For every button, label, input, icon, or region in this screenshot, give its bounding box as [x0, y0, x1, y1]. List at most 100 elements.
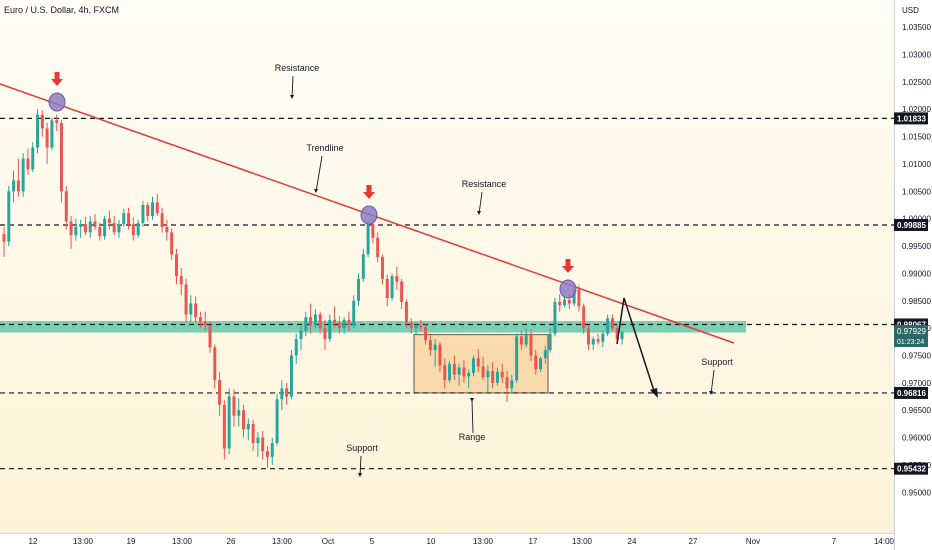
candle-body [582, 306, 586, 329]
candle [289, 350, 293, 400]
candle [610, 314, 614, 331]
candle-body [443, 365, 447, 381]
candle-body [261, 437, 265, 452]
candle-body [40, 114, 44, 129]
candle [313, 308, 317, 329]
candle [328, 314, 332, 342]
candle [131, 217, 135, 241]
candle [448, 360, 452, 383]
level-tag-text: 0.96816 [897, 389, 926, 398]
candle [107, 210, 111, 230]
candle [36, 109, 40, 154]
candle [438, 341, 442, 372]
candle [16, 158, 20, 197]
candle [495, 367, 499, 386]
candle-body [117, 224, 121, 233]
annotation-range-pointer-head [470, 398, 474, 402]
level-tag-background [894, 462, 928, 475]
candle-body [424, 327, 428, 341]
candle [170, 228, 174, 260]
annotation-resistance-upper-pointer [291, 75, 294, 99]
candle-body [357, 278, 360, 301]
level-tag-text: 0.95432 [897, 465, 926, 474]
candle-body [242, 410, 246, 430]
candle [294, 333, 298, 364]
candle-body [285, 388, 289, 397]
candle-body [342, 319, 346, 329]
candle-body [409, 322, 413, 329]
candle-body [79, 224, 83, 227]
symbol-title[interactable]: Euro / U.S. Dollar, 4h, FXCM [4, 5, 120, 15]
plot-background [0, 0, 894, 533]
candle-body [467, 373, 471, 377]
candle [74, 218, 78, 241]
projection-arrowhead [650, 388, 658, 398]
candle-body [275, 399, 279, 444]
candle [309, 303, 313, 334]
candle-body [7, 191, 11, 242]
candle-body [31, 147, 35, 170]
candle [380, 254, 384, 285]
candle [12, 170, 16, 203]
current-price-value: 0.97929 [897, 327, 926, 336]
price-tick-label: 0.96500 [902, 406, 931, 415]
candle [620, 330, 624, 345]
candle [98, 223, 102, 241]
candle-body [519, 336, 523, 345]
price-tick-label: 1.03000 [902, 51, 931, 60]
candle-body [170, 232, 174, 255]
candle [424, 323, 428, 345]
level-price-tag: 0.95432 [894, 462, 928, 475]
candle [347, 311, 351, 331]
candle [79, 219, 83, 238]
candle [198, 311, 202, 329]
candle [103, 215, 107, 240]
candle [361, 248, 365, 282]
price-tick-label: 1.00500 [902, 187, 931, 196]
annotation-support-right-pointer-head [709, 391, 713, 395]
candle-body [131, 224, 135, 236]
candle-body [64, 191, 68, 222]
currency-label: USD [902, 6, 919, 15]
candle-body [572, 289, 576, 304]
candle-body [529, 333, 533, 356]
candle [2, 226, 6, 257]
candle [64, 185, 68, 230]
annotation-support-right-pointer [710, 369, 715, 395]
drawings-layer: Resistance Trendline Resistance Support Rang… [0, 63, 735, 477]
candle-body [299, 330, 303, 340]
candle [534, 350, 538, 375]
annotation-trendline-pointer [315, 155, 323, 193]
candle-body [534, 355, 538, 370]
candle [7, 185, 11, 247]
candle [524, 328, 528, 348]
candle-body [174, 254, 178, 277]
candle-body [141, 205, 145, 224]
candle [285, 382, 289, 405]
candle [208, 321, 212, 353]
candle-body [256, 437, 260, 444]
candle [237, 398, 241, 427]
level-tag-text: 1.01833 [897, 114, 926, 123]
candle-body [404, 301, 408, 323]
candle-body [366, 224, 370, 255]
candle [246, 418, 250, 441]
candle [505, 370, 509, 403]
candle [203, 311, 207, 331]
candle [304, 311, 308, 337]
price-tick-label: 1.02000 [902, 105, 931, 114]
level-tag-background [894, 112, 928, 125]
candle-body [146, 205, 150, 216]
candle-body [563, 299, 566, 306]
candle-body [591, 339, 595, 345]
touch-circle [48, 92, 66, 112]
candle [586, 325, 590, 351]
candle-body [246, 423, 250, 430]
candle [155, 194, 159, 216]
candle [491, 362, 495, 389]
candle [60, 120, 63, 203]
candle-body [620, 331, 624, 340]
price-tick-label: 0.99000 [902, 269, 931, 278]
candle-body [12, 180, 16, 192]
